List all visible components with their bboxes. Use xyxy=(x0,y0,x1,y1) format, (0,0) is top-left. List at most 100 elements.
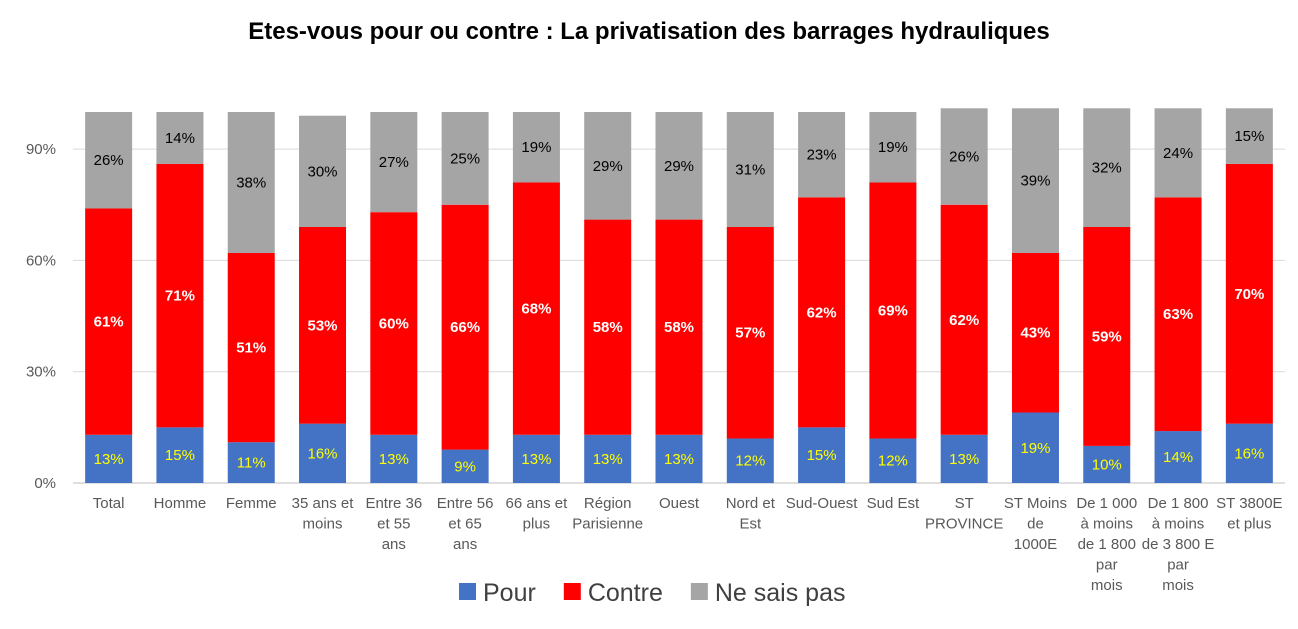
bar-segment-ne-sais-pas[interactable] xyxy=(655,112,703,220)
bar-segment-pour[interactable] xyxy=(726,438,774,483)
data-label: 25% xyxy=(450,150,480,167)
bar-segment-pour[interactable] xyxy=(655,434,703,483)
bar-segment-ne-sais-pas[interactable] xyxy=(299,115,347,228)
bar-segment-ne-sais-pas[interactable] xyxy=(441,112,489,205)
data-label: 13% xyxy=(379,451,409,468)
data-label: 53% xyxy=(308,317,338,334)
data-label: 14% xyxy=(1163,449,1193,466)
legend-swatch xyxy=(563,583,581,600)
bar-segment-pour[interactable] xyxy=(441,449,489,483)
category-label: à moins xyxy=(1152,516,1205,533)
category-label: Nord et xyxy=(726,495,776,512)
bar-segment-pour[interactable] xyxy=(869,438,917,483)
bar-segment-pour[interactable] xyxy=(1154,431,1202,483)
category-label: 35 ans et xyxy=(292,495,355,512)
data-label: 29% xyxy=(664,158,694,175)
category-label: De 1 000 xyxy=(1076,495,1137,512)
bar-segment-ne-sais-pas[interactable] xyxy=(512,112,560,183)
bar-segment-contre[interactable] xyxy=(869,182,917,439)
data-label: 16% xyxy=(1234,445,1264,462)
legend-label: Pour xyxy=(483,579,536,607)
category-label: Homme xyxy=(154,495,207,512)
data-label: 29% xyxy=(593,158,623,175)
y-tick-label: 0% xyxy=(34,475,56,492)
bar-segment-pour[interactable] xyxy=(1225,423,1273,483)
bar-segment-ne-sais-pas[interactable] xyxy=(1154,108,1202,198)
category-label: mois xyxy=(1162,577,1194,594)
bar-segment-pour[interactable] xyxy=(512,434,560,483)
data-label: 24% xyxy=(1163,145,1193,162)
bar-segment-pour[interactable] xyxy=(227,442,275,483)
bar-segment-pour[interactable] xyxy=(798,427,846,483)
bar-segment-ne-sais-pas[interactable] xyxy=(584,112,632,220)
bar-segment-contre[interactable] xyxy=(1154,197,1202,432)
bar-segment-contre[interactable] xyxy=(940,204,988,435)
bar-segment-pour[interactable] xyxy=(299,423,347,483)
category-label: 66 ans et xyxy=(506,495,569,512)
category-label: Est xyxy=(739,516,762,533)
bar-segment-pour[interactable] xyxy=(940,434,988,483)
legend-label: Ne sais pas xyxy=(715,579,846,607)
data-label: 58% xyxy=(664,319,694,336)
bar-segment-contre[interactable] xyxy=(584,219,632,435)
bar-segment-contre[interactable] xyxy=(655,219,703,435)
bar-segment-ne-sais-pas[interactable] xyxy=(227,112,275,253)
data-label: 26% xyxy=(949,149,979,166)
data-label: 19% xyxy=(878,139,908,156)
bar-segment-contre[interactable] xyxy=(441,204,489,450)
bar-segment-pour[interactable] xyxy=(1083,445,1131,483)
bar-segment-ne-sais-pas[interactable] xyxy=(798,112,846,198)
category-label: ST Moins xyxy=(1004,495,1067,512)
bar-segment-contre[interactable] xyxy=(156,163,204,428)
data-label: 13% xyxy=(949,451,979,468)
bar-segment-contre[interactable] xyxy=(370,212,418,435)
bar-segment-pour[interactable] xyxy=(584,434,632,483)
data-label: 62% xyxy=(949,312,979,329)
data-label: 15% xyxy=(807,447,837,464)
data-label: 10% xyxy=(1092,456,1122,473)
bar-segment-contre[interactable] xyxy=(85,208,133,435)
category-label: ST xyxy=(955,495,974,512)
bar-segment-contre[interactable] xyxy=(798,197,846,428)
category-label: plus xyxy=(523,516,551,533)
data-label: 38% xyxy=(236,174,266,191)
data-label: 26% xyxy=(94,152,124,169)
bar-segment-contre[interactable] xyxy=(1083,227,1131,446)
bar-segment-ne-sais-pas[interactable] xyxy=(1083,108,1131,228)
data-label: 59% xyxy=(1092,328,1122,345)
bar-segment-ne-sais-pas[interactable] xyxy=(1225,108,1273,164)
bar-segment-ne-sais-pas[interactable] xyxy=(1011,108,1059,253)
bar-segment-ne-sais-pas[interactable] xyxy=(156,112,204,164)
bar-segment-pour[interactable] xyxy=(370,434,418,483)
bar-segment-ne-sais-pas[interactable] xyxy=(85,112,133,209)
bar-segment-pour[interactable] xyxy=(1011,412,1059,483)
data-label: 12% xyxy=(735,453,765,470)
data-label: 58% xyxy=(593,319,623,336)
bar-segment-contre[interactable] xyxy=(1225,163,1273,424)
bar-segment-contre[interactable] xyxy=(299,227,347,424)
data-label: 15% xyxy=(1234,128,1264,145)
legend-swatch xyxy=(690,583,708,600)
data-label: 27% xyxy=(379,154,409,171)
bar-segment-contre[interactable] xyxy=(227,252,275,443)
data-label: 68% xyxy=(521,301,551,318)
data-label: 71% xyxy=(165,288,195,305)
bar-segment-ne-sais-pas[interactable] xyxy=(726,112,774,228)
data-label: 60% xyxy=(379,315,409,332)
bar-segment-ne-sais-pas[interactable] xyxy=(370,112,418,213)
category-label: et 65 xyxy=(448,516,481,533)
bar-segment-ne-sais-pas[interactable] xyxy=(940,108,988,205)
bar-segment-ne-sais-pas[interactable] xyxy=(869,112,917,183)
category-label: et plus xyxy=(1227,516,1271,533)
bar-segment-contre[interactable] xyxy=(512,182,560,435)
bar-segment-pour[interactable] xyxy=(156,427,204,483)
bar-segment-contre[interactable] xyxy=(1011,252,1059,413)
data-label: 70% xyxy=(1234,286,1264,303)
category-label: Sud-Ouest xyxy=(786,495,859,512)
data-label: 69% xyxy=(878,302,908,319)
bar-segment-pour[interactable] xyxy=(85,434,133,483)
data-label: 23% xyxy=(807,147,837,164)
category-label: Femme xyxy=(226,495,277,512)
bar-segment-contre[interactable] xyxy=(726,227,774,439)
category-label: Sud Est xyxy=(867,495,920,512)
